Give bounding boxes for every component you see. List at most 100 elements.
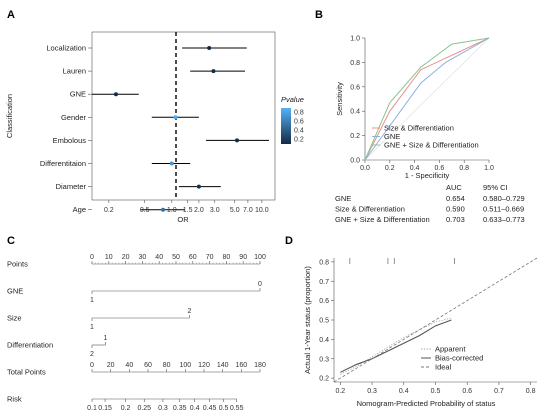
roc-table-cell: 0.511–0.669 [483, 205, 524, 214]
forest-x-tick-label: 2.0 [194, 207, 204, 214]
calib-y-tick-label: 0.8 [319, 259, 329, 266]
forest-point [196, 184, 201, 189]
panel-c-letter: C [7, 235, 15, 247]
forest-x-tick-label: 1.0 [167, 207, 177, 214]
nomogram-tick-label: 120 [198, 362, 210, 369]
roc-curve [364, 37, 490, 161]
forest-point [207, 46, 212, 50]
nomogram-tick-label: 0.35 [173, 405, 187, 412]
calib-legend-label: Bias-corrected [435, 354, 483, 363]
roc-y-tick-label: 1.0 [350, 36, 360, 43]
nomogram-row-label: GNE [7, 287, 23, 296]
calib-curve [340, 319, 452, 373]
nomogram-tick-label: 40 [155, 254, 163, 261]
forest-point [161, 207, 166, 212]
roc-table-cell: Size & Differentiation [335, 205, 405, 214]
calib-y-tick-label: 0.7 [319, 279, 329, 286]
roc-table-cell: 0.590 [446, 205, 465, 214]
nomogram-tick-label: 1 [90, 297, 94, 304]
calibration-plot: 0.2 0.3 0.4 0.5 0.6 0.7 0.8 0.2 0.3 0.4 0.5 0.6 0.7 0… [303, 257, 538, 408]
nomogram-tick-label: 180 [254, 362, 266, 369]
calib-y-tick-label: 0.6 [319, 298, 329, 305]
roc-x-tick-label: 0.4 [410, 165, 420, 172]
nomogram-tick-label: 0.2 [121, 405, 131, 412]
roc-table-header: AUC [446, 183, 462, 192]
calib-x-tick-label: 0.7 [494, 388, 504, 395]
roc-x-tick-label: 0.0 [360, 165, 370, 172]
forest-point [113, 92, 118, 97]
nomogram-tick-label: 0 [90, 254, 94, 261]
calib-curve [340, 317, 452, 375]
calib-y-tick-label: 0.5 [319, 318, 329, 325]
forest-row-label: Gender [61, 113, 87, 122]
pvalue-colorbar [281, 108, 291, 144]
nomogram-tick-label: 80 [163, 362, 171, 369]
forest-x-tick-label: 10.0 [255, 207, 269, 214]
nomogram-tick-label: 20 [107, 362, 115, 369]
nomogram-row-label: Size [7, 314, 22, 323]
forest-y-label: Classification [5, 94, 14, 138]
nomogram-tick-label: 0.3 [158, 405, 168, 412]
roc-diagonal [364, 37, 490, 161]
forest-x-tick-label: 0.5 [140, 207, 150, 214]
nomogram-row-label: Points [7, 260, 28, 269]
forest-x-tick-label: 0.2 [104, 207, 114, 214]
roc-curve [364, 37, 490, 161]
roc-x-tick-label: 0.6 [435, 165, 445, 172]
nomogram-tick-label: 0 [90, 362, 94, 369]
roc-table-cell: 0.654 [446, 194, 465, 203]
nomogram-row-label: Total Points [7, 368, 46, 377]
calib-x-tick-label: 0.6 [462, 388, 472, 395]
nomogram-tick-label: 70 [206, 254, 214, 261]
panel-a-letter: A [7, 9, 15, 21]
nomogram-tick-label: 0.15 [98, 405, 112, 412]
roc-y-tick-label: 0.2 [350, 133, 360, 140]
nomogram-tick-label: 0.45 [203, 405, 217, 412]
forest-x-label: OR [177, 215, 189, 224]
nomogram-tick-label: 30 [139, 254, 147, 261]
nomogram-tick-label: 80 [223, 254, 231, 261]
roc-table-cell: GNE + Size & Differentiation [335, 215, 430, 224]
nomogram-tick-label: 100 [179, 362, 191, 369]
panel-d-letter: D [285, 235, 293, 247]
panel-b-letter: B [315, 9, 323, 21]
roc-legend-label: Size & Differentiation [384, 124, 454, 133]
roc-x-tick-label: 0.2 [385, 165, 395, 172]
roc-legend-label: GNE + Size & Differentiation [384, 141, 479, 150]
calib-y-tick-label: 0.4 [319, 337, 329, 344]
nomogram-tick-label: 140 [217, 362, 229, 369]
forest-x-tick-label: 3.0 [210, 207, 220, 214]
pvalue-legend-tick: 0.2 [294, 137, 304, 144]
pvalue-legend-tick: 0.4 [294, 128, 304, 135]
nomogram-tick-label: 160 [235, 362, 247, 369]
calib-x-label: Nomogram-Predicted Probability of status [357, 399, 496, 408]
forest-point [173, 115, 178, 120]
nomogram-tick-label: 0.1 [87, 405, 97, 412]
forest-row-label: GNE [70, 90, 86, 99]
nomogram-tick-label: 20 [122, 254, 130, 261]
forest-row-label: Embolous [53, 136, 87, 145]
forest-plot-frame [91, 31, 276, 201]
calib-x-tick-label: 0.4 [399, 388, 409, 395]
roc-table-cell: GNE [335, 194, 351, 203]
calib-y-tick-label: 0.3 [319, 356, 329, 363]
roc-y-tick-label: 0.6 [350, 84, 360, 91]
forest-row-label: Age [73, 205, 86, 214]
forest-x-tick-label: 7.0 [243, 207, 253, 214]
nomogram-tick-label: 10 [105, 254, 113, 261]
nomogram-tick-label: 0.55 [230, 405, 244, 412]
nomogram-tick-label: 0.5 [219, 405, 229, 412]
nomogram-tick-label: 1 [90, 324, 94, 331]
nomogram-tick-label: 90 [239, 254, 247, 261]
nomogram-tick-label: 50 [172, 254, 180, 261]
forest-point [169, 161, 174, 166]
roc-legend-label: GNE [384, 132, 400, 141]
pvalue-legend-tick: 0.8 [294, 110, 304, 117]
nomogram-tick-label: 2 [187, 308, 191, 315]
forest-row-label: Localization [46, 44, 86, 53]
nomogram-tick-label: 1 [103, 335, 107, 342]
nomogram-tick-label: 60 [144, 362, 152, 369]
nomogram-tick-label: 2 [90, 351, 94, 358]
calib-legend-label: Ideal [435, 363, 452, 372]
